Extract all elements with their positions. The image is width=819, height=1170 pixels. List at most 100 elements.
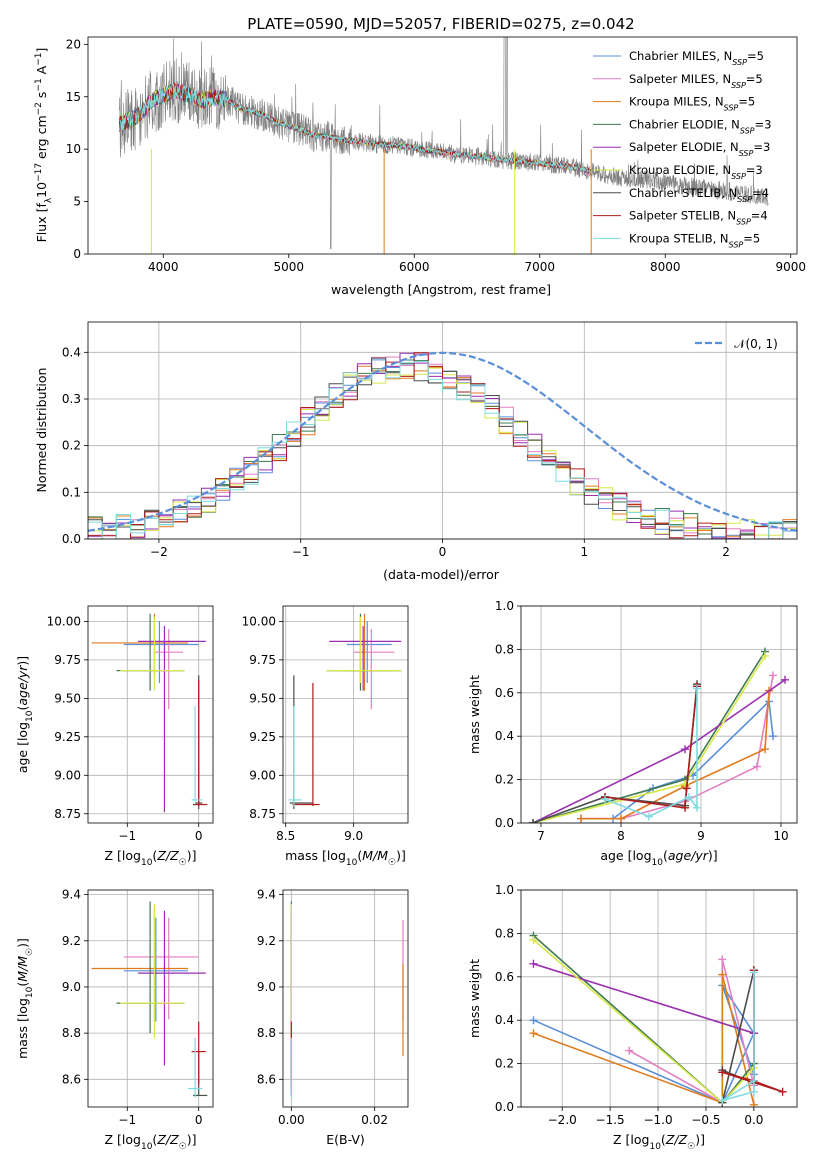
x-tick-label: −1.0 xyxy=(643,1113,672,1127)
label-part: −2 xyxy=(34,102,44,115)
legend-text-value: =3 xyxy=(755,117,772,131)
y-tick-label: 0.4 xyxy=(62,345,81,359)
y-tick-label: 0.0 xyxy=(495,1100,514,1114)
label-part: age/yr xyxy=(668,848,709,863)
label-part: Z/Z xyxy=(156,1132,179,1147)
weight-marker xyxy=(529,1016,538,1025)
plot-area-mass-vs-ebv xyxy=(290,901,404,1098)
legend-text-sub: SSP xyxy=(731,172,746,181)
y-tick-label: 8.8 xyxy=(257,1026,276,1040)
axes-frame xyxy=(520,889,798,1108)
y-tick-label: 1.0 xyxy=(495,883,514,897)
legend-text-sub: SSP xyxy=(736,217,751,226)
x-tick-label: −1 xyxy=(118,829,136,843)
figure-title: PLATE=0590, MJD=52057, FIBERID=0275, z=0… xyxy=(247,15,634,33)
y-tick-label: 8.75 xyxy=(54,807,81,821)
x-tick-label: 9.0 xyxy=(344,829,363,843)
histogram-line xyxy=(88,352,797,539)
data-spectrum-line xyxy=(119,37,769,250)
y-tick-label: 0.8 xyxy=(495,926,514,940)
y-tick-label: 9.4 xyxy=(62,888,81,902)
weight-marker xyxy=(625,1046,634,1055)
x-axis-label: Z [log10(Z/Z☉)] xyxy=(105,1132,197,1152)
label-part: )] xyxy=(15,938,30,948)
legend-text-sub: SSP xyxy=(731,80,746,89)
axes-frame xyxy=(520,605,798,824)
label-part: ☉ xyxy=(25,948,35,956)
label-part: mass [log xyxy=(15,998,30,1059)
label-part: ( xyxy=(152,1132,157,1147)
legend-text-value: =5 xyxy=(746,72,763,86)
y-axis-label: Flux [fλ10−17 erg cm−2 s−1 A−1] xyxy=(34,48,54,243)
legend-entry: Salpeter MILES, NSSP=5 xyxy=(629,72,763,90)
x-tick-label: 0 xyxy=(439,545,447,559)
weight-line xyxy=(533,985,755,1104)
label-part: s xyxy=(34,92,49,103)
axes-frame xyxy=(87,36,798,255)
x-tick-label: −1.5 xyxy=(596,1113,625,1127)
x-axis-label: age [log10(age/yr)] xyxy=(600,848,717,868)
histogram-line xyxy=(88,357,797,539)
x-tick-label: −0.5 xyxy=(691,1113,720,1127)
weight-marker xyxy=(681,803,689,812)
label-part: ( xyxy=(357,848,362,863)
y-tick-label: 0.4 xyxy=(495,729,514,743)
x-tick-label: 0.02 xyxy=(361,1113,388,1127)
weight-line xyxy=(604,688,698,818)
label-part: age [log xyxy=(600,848,651,863)
gaussian-curve xyxy=(88,351,797,532)
x-tick-label: 2 xyxy=(722,545,730,559)
label-part: 10 xyxy=(649,1142,661,1152)
weight-marker xyxy=(753,762,761,771)
y-tick-label: 0.6 xyxy=(495,686,514,700)
legend-text-main: Chabrier ELODIE, N xyxy=(629,117,740,131)
weight-marker xyxy=(718,1096,727,1105)
legend-text-sub: SSP xyxy=(729,240,744,249)
label-part: −1 xyxy=(34,78,44,91)
y-tick-label: 0.2 xyxy=(495,1057,514,1071)
y-tick-label: 9.75 xyxy=(54,653,81,667)
y-tick-label: 10.00 xyxy=(242,614,276,628)
x-tick-label: 0.00 xyxy=(278,1113,305,1127)
weight-marker xyxy=(645,812,653,821)
legend-text-sub: SSP xyxy=(740,126,755,135)
label-part: )] xyxy=(187,1132,197,1147)
x-tick-label: 8000 xyxy=(650,260,681,274)
legend-text-value: =3 xyxy=(753,140,770,154)
x-tick-label: 7 xyxy=(537,829,545,843)
label-part: 10 xyxy=(25,986,35,998)
y-tick-label: 8.8 xyxy=(62,1026,81,1040)
label-part: )] xyxy=(708,848,718,863)
legend-text-sub: SSP xyxy=(739,149,754,158)
label-part: )] xyxy=(187,848,197,863)
legend-entry: Salpeter ELODIE, NSSP=3 xyxy=(629,140,770,158)
label-part: age [log xyxy=(15,722,30,773)
label-part: M/M xyxy=(15,956,30,982)
weight-marker xyxy=(749,1087,758,1096)
plot-area-age-vs-mass xyxy=(288,613,402,810)
x-tick-label: −1 xyxy=(292,545,310,559)
x-tick-label: 0 xyxy=(195,829,203,843)
weight-line xyxy=(533,963,755,1034)
label-part: 10 xyxy=(652,858,664,868)
label-part: ( xyxy=(663,848,668,863)
y-tick-label: 9.0 xyxy=(62,980,81,994)
y-tick-label: 20 xyxy=(66,37,81,51)
y-tick-label: 10.00 xyxy=(47,614,81,628)
label-part: ☉ xyxy=(179,1142,187,1152)
label-part: )] xyxy=(695,1132,705,1147)
y-tick-label: 8.6 xyxy=(257,1072,276,1086)
label-part: ] xyxy=(34,48,49,53)
legend-entry: Kroupa MILES, NSSP=5 xyxy=(629,95,755,113)
label-part: ☉ xyxy=(687,1142,695,1152)
legend-text-main: Salpeter ELODIE, N xyxy=(629,140,739,154)
y-tick-label: 9.0 xyxy=(257,980,276,994)
x-tick-label: 0.0 xyxy=(744,1113,763,1127)
label-part: 10 xyxy=(34,182,49,198)
label-part: 10 xyxy=(346,858,358,868)
label-part: age/yr xyxy=(15,665,30,706)
y-tick-label: 9.75 xyxy=(249,653,276,667)
label-part: A xyxy=(34,65,49,78)
legend-text-sub: SSP xyxy=(737,194,752,203)
